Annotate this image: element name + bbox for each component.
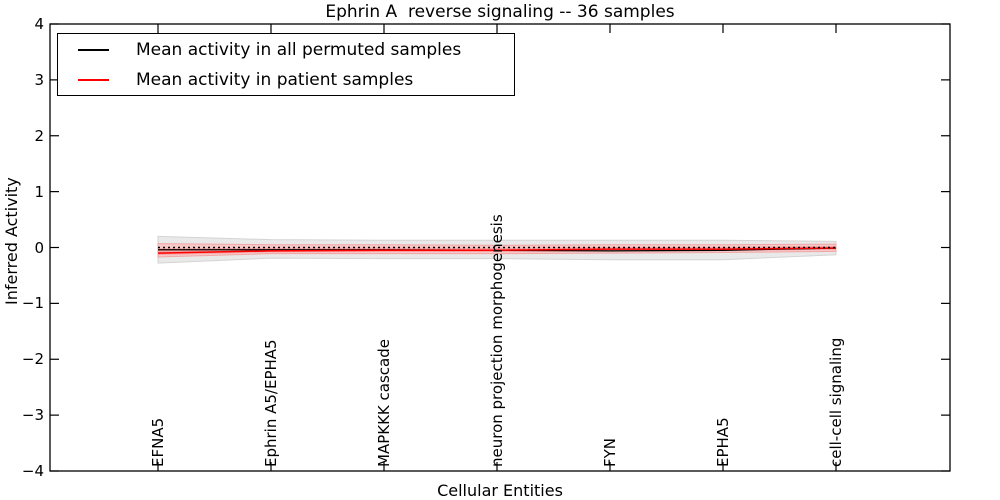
x-tick-label: EFNA5 <box>149 417 167 467</box>
y-tick-label: −1 <box>21 294 44 313</box>
y-tick-label: 1 <box>34 182 44 201</box>
y-tick-label: 3 <box>34 70 44 89</box>
x-tick-label: FYN <box>601 437 619 467</box>
y-tick-label: 0 <box>34 238 44 257</box>
x-axis-label: Cellular Entities <box>437 481 563 500</box>
x-tick-label: neuron projection morphogenesis <box>488 214 506 467</box>
y-tick-label: 4 <box>34 15 44 33</box>
chart-title: Ephrin A reverse signaling -- 36 samples <box>325 2 675 22</box>
y-axis-label: Inferred Activity <box>2 177 21 305</box>
y-tick-label: 2 <box>34 126 44 145</box>
legend: Mean activity in all permuted samples Me… <box>57 33 515 96</box>
x-tick-label: EPHA5 <box>714 417 732 467</box>
legend-item-patient: Mean activity in patient samples <box>58 65 514 95</box>
patient-mean-line <box>157 247 837 254</box>
legend-line-black-icon <box>78 48 109 51</box>
legend-label-permuted: Mean activity in all permuted samples <box>136 39 462 60</box>
y-tick-label: −3 <box>21 406 44 425</box>
legend-label-patient: Mean activity in patient samples <box>136 69 414 90</box>
x-tick-label: MAPKKK cascade <box>375 339 393 467</box>
x-tick-label: Ephrin A5/EPHA5 <box>262 339 280 467</box>
x-tick-label: cell-cell signaling <box>827 337 845 467</box>
legend-item-permuted: Mean activity in all permuted samples <box>58 35 514 65</box>
legend-line-red-icon <box>78 78 109 81</box>
y-tick-label: −2 <box>21 350 44 369</box>
y-tick-label: −4 <box>21 462 44 480</box>
